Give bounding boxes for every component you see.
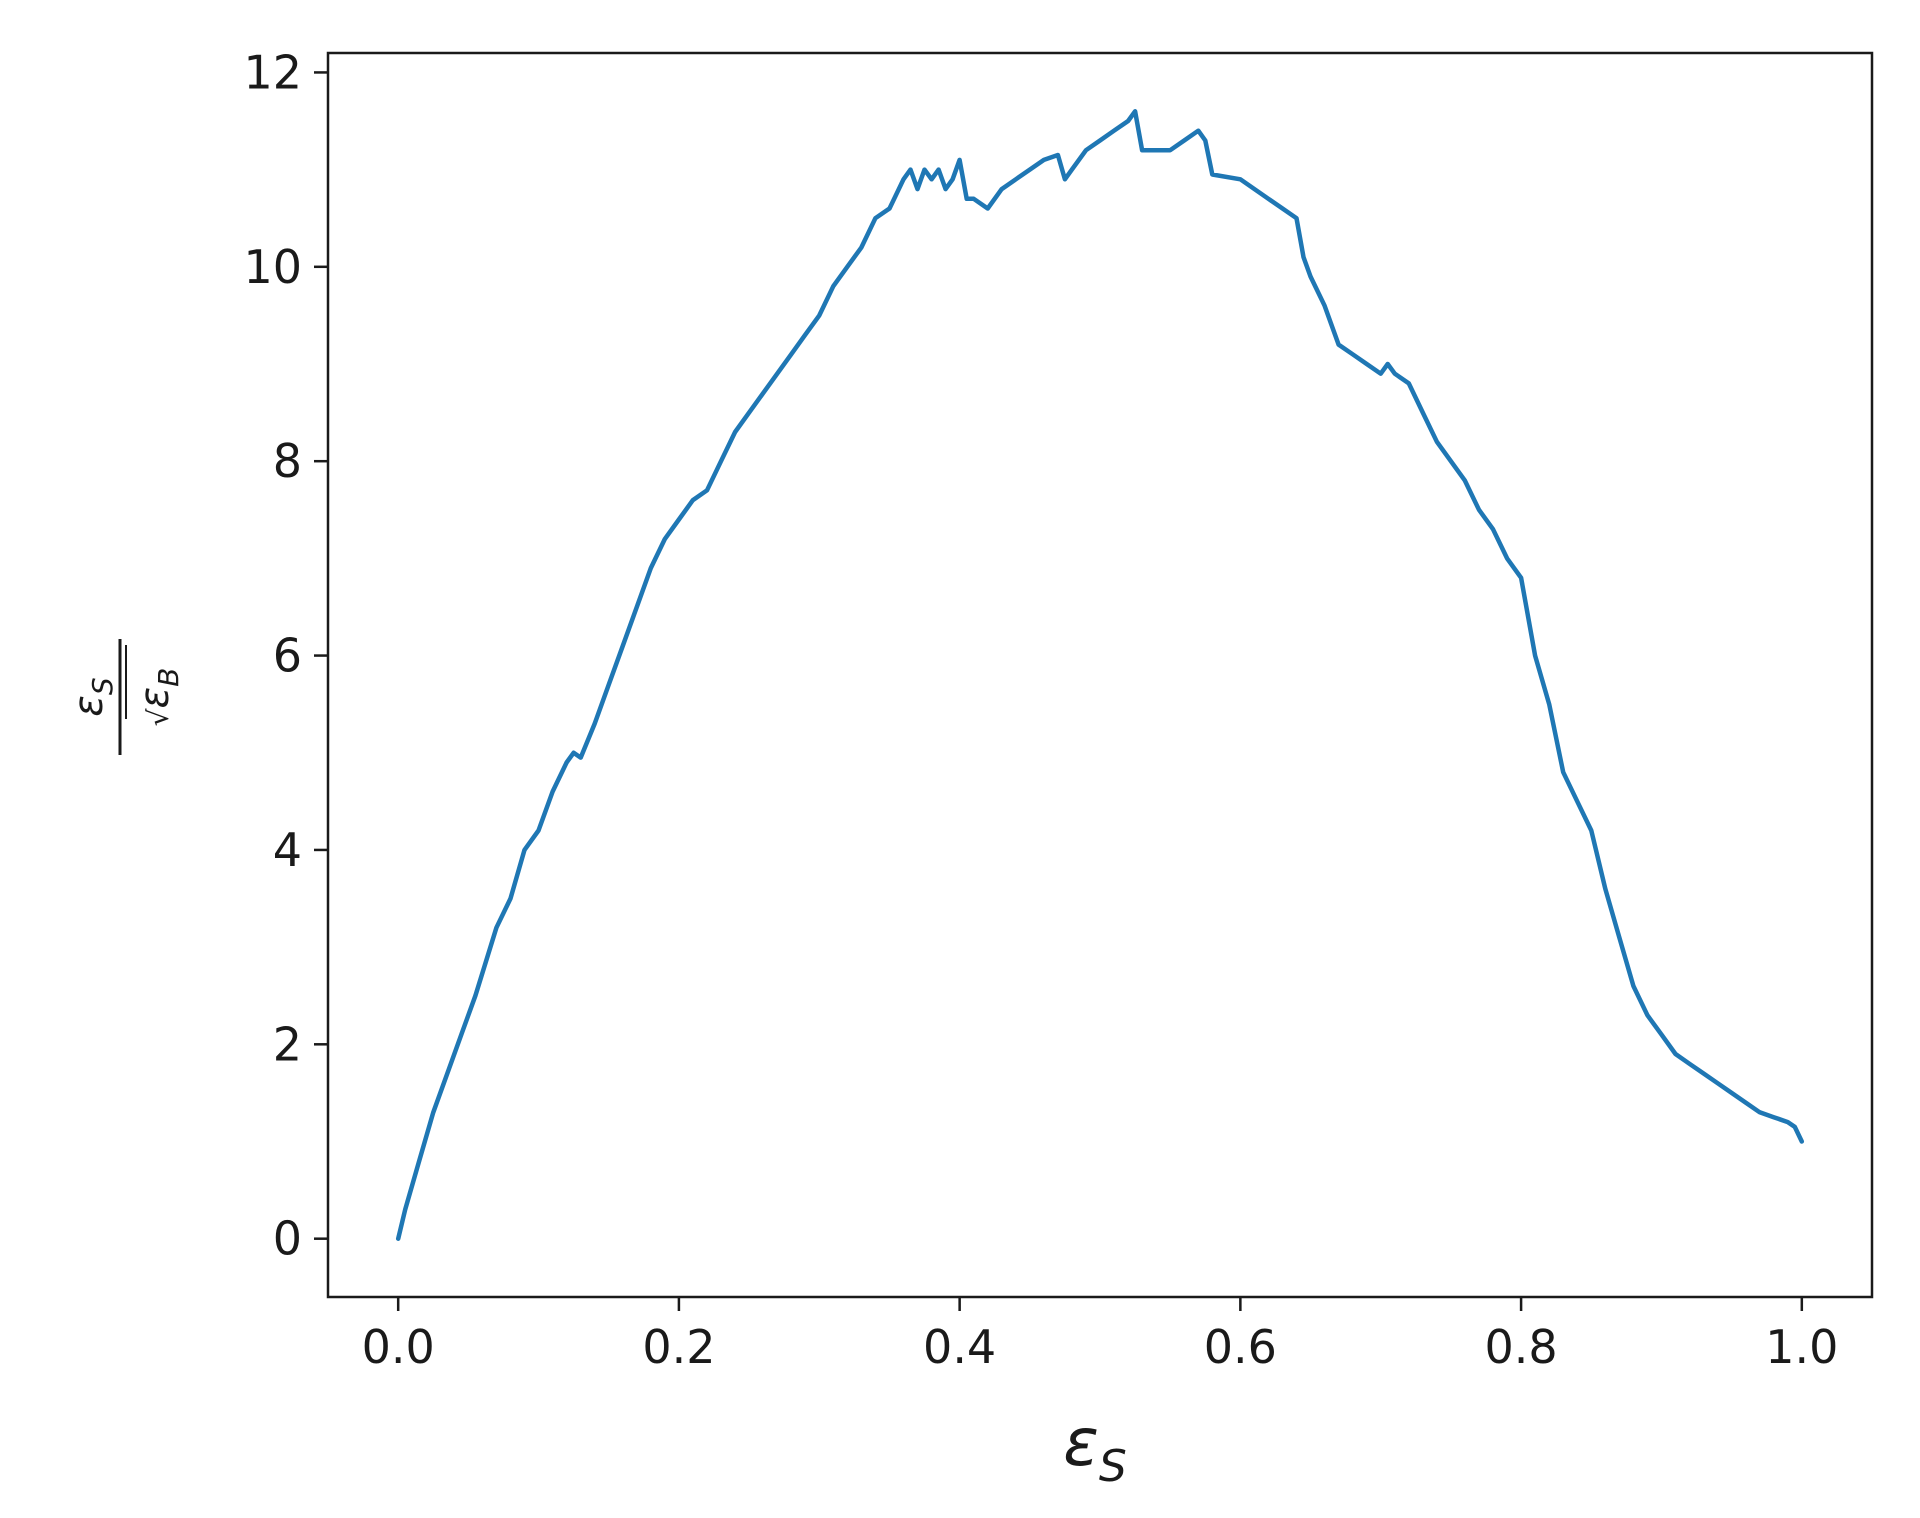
y-tick-label: 8	[273, 434, 302, 488]
x-tick-label: 1.0	[1765, 1320, 1838, 1374]
y-label-numerator-sub: S	[86, 677, 119, 695]
axis-ticks: 0.0 0.2 0.4 0.6 0.8 1.0 0 2 4 6 8 10 12	[243, 45, 1838, 1374]
x-tick-label: 0.2	[642, 1320, 715, 1374]
y-axis-label-numerator: εS	[66, 677, 119, 716]
axes-frame	[326, 51, 1874, 1299]
x-axis-label-base: ε	[1063, 1404, 1099, 1481]
y-axis-label: εS √εB	[66, 639, 185, 755]
y-tick-label: 6	[273, 629, 302, 683]
y-label-denominator-sub: B	[152, 668, 185, 687]
x-axis-label-sub: S	[1099, 1441, 1127, 1492]
y-tick-label: 2	[273, 1017, 302, 1071]
x-tick-label: 0.4	[923, 1320, 996, 1374]
x-tick-label: 0.8	[1485, 1320, 1558, 1374]
x-axis-label: εS	[1063, 1404, 1127, 1492]
x-tick-label: 0.0	[362, 1320, 435, 1374]
y-label-denominator-base: ε	[132, 687, 178, 709]
y-tick-label: 10	[243, 240, 302, 294]
x-tick-label: 0.6	[1204, 1320, 1277, 1374]
series-line-0	[395, 109, 1805, 1241]
y-label-radical: √	[142, 708, 175, 726]
y-axis-label-denominator: √εB	[132, 668, 185, 727]
y-tick-label: 12	[243, 45, 302, 99]
y-tick-label: 0	[273, 1212, 302, 1266]
plot-area	[326, 51, 1874, 1299]
y-tick-label: 4	[273, 823, 302, 877]
y-label-numerator-base: ε	[66, 695, 112, 717]
